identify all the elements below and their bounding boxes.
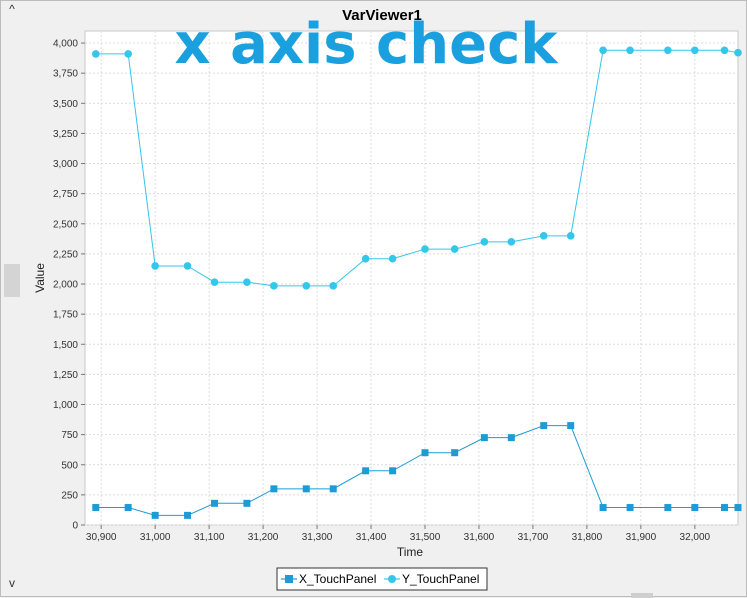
y-axis-label: Value [33,263,47,293]
data-point-y-touchpanel [388,254,397,263]
y-tick-label: 3,750 [53,69,78,80]
data-point-y-touchpanel [720,46,729,55]
data-point-x-touchpanel [664,504,672,512]
x-tick-label: 32,000 [680,532,711,543]
x-tick-label: 31,900 [626,532,657,543]
data-point-x-touchpanel [540,422,548,430]
data-point-y-touchpanel [480,238,489,246]
y-tick-label: 2,250 [53,249,78,260]
y-axis: 0 250 500 750 1,000 1,250 1,500 1,750 2,000 2,250… [53,39,85,532]
data-point-y-touchpanel [539,232,548,240]
data-point-y-touchpanel [329,282,338,290]
data-point-x-touchpanel [691,504,699,512]
bottom-drag-handle[interactable] [631,593,653,598]
y-tick-label: 0 [72,521,78,532]
chart-title: VarViewer1 [342,7,422,24]
legend-box [276,567,488,591]
data-point-y-touchpanel [270,282,278,290]
data-point-x-touchpanel [599,504,607,512]
data-point-y-touchpanel [450,245,459,253]
data-point-y-touchpanel [691,46,699,55]
scroll-down-icon[interactable]: v [9,576,15,590]
x-axis-label: Time [397,545,424,559]
series-layer [91,46,742,519]
x-tick-label: 31,400 [356,532,387,543]
x-tick-label: 31,200 [248,532,279,543]
data-point-x-touchpanel [507,434,515,442]
y-tick-label: 750 [61,430,78,441]
data-point-y-touchpanel [626,46,634,55]
data-point-y-touchpanel [507,238,516,246]
legend-label-x-touchpanel: X_TouchPanel [299,572,376,586]
scroll-up-icon[interactable]: ^ [9,2,15,16]
data-point-x-touchpanel [184,511,192,519]
data-point-y-touchpanel [91,50,100,58]
data-point-y-touchpanel [210,278,219,287]
y-tick-label: 4,000 [53,39,78,50]
data-point-x-touchpanel [243,499,251,507]
data-point-y-touchpanel [664,46,672,55]
x-tick-label: 31,000 [140,532,171,543]
y-tick-label: 3,000 [53,159,78,170]
data-point-y-touchpanel [566,232,575,240]
data-point-y-touchpanel [151,262,159,270]
data-point-x-touchpanel [721,504,729,512]
data-point-x-touchpanel [421,449,429,457]
legend-label-y-touchpanel: Y_TouchPanel [402,572,479,586]
data-point-x-touchpanel [626,504,634,512]
x-tick-label: 31,700 [518,532,549,543]
legend-marker-x-touchpanel [285,575,293,583]
y-tick-label: 500 [61,460,78,471]
x-tick-label: 31,500 [410,532,441,543]
x-tick-label: 31,800 [572,532,603,543]
y-tick-label: 2,000 [53,280,78,291]
data-point-y-touchpanel [183,262,192,270]
y-tick-label: 3,500 [53,99,78,110]
data-point-x-touchpanel [734,504,742,512]
y-tick-label: 1,750 [53,310,78,321]
data-point-x-touchpanel [151,511,159,519]
data-point-x-touchpanel [302,485,310,493]
data-point-y-touchpanel [243,278,251,287]
x-tick-label: 31,300 [302,532,333,543]
gridlines [85,31,738,526]
data-point-x-touchpanel [124,504,132,512]
x-tick-label: 31,600 [464,532,495,543]
data-point-y-touchpanel [421,245,429,253]
data-point-y-touchpanel [302,282,311,290]
data-point-x-touchpanel [567,422,575,430]
data-point-x-touchpanel [362,467,370,475]
legend-marker-y-touchpanel [388,575,396,583]
x-axis: 30,900 31,000 31,100 31,200 31,300 31,400 31,5… [86,525,711,543]
y-tick-label: 2,500 [53,219,78,230]
y-tick-label: 1,250 [53,370,78,381]
data-point-y-touchpanel [124,50,132,58]
data-point-x-touchpanel [451,449,459,457]
data-point-x-touchpanel [211,499,219,507]
legend: X_TouchPanel Y_TouchPanel [276,567,488,591]
x-tick-label: 30,900 [86,532,117,543]
y-tick-label: 1,000 [53,400,78,411]
overlay-annotation: x axis check [174,12,559,77]
data-point-x-touchpanel [389,467,397,475]
y-tick-label: 250 [61,490,78,501]
data-point-x-touchpanel [92,504,100,512]
y-tick-label: 3,250 [53,129,78,140]
plot-area [84,30,739,526]
data-point-x-touchpanel [480,434,488,442]
data-point-y-touchpanel [599,46,607,55]
side-drag-handle[interactable] [4,264,20,297]
data-point-x-touchpanel [270,485,278,493]
y-tick-label: 1,500 [53,340,78,351]
data-point-y-touchpanel [361,254,370,263]
x-tick-label: 31,100 [194,532,225,543]
y-tick-label: 2,750 [53,189,78,200]
data-point-x-touchpanel [329,485,337,493]
data-point-y-touchpanel [734,48,742,57]
